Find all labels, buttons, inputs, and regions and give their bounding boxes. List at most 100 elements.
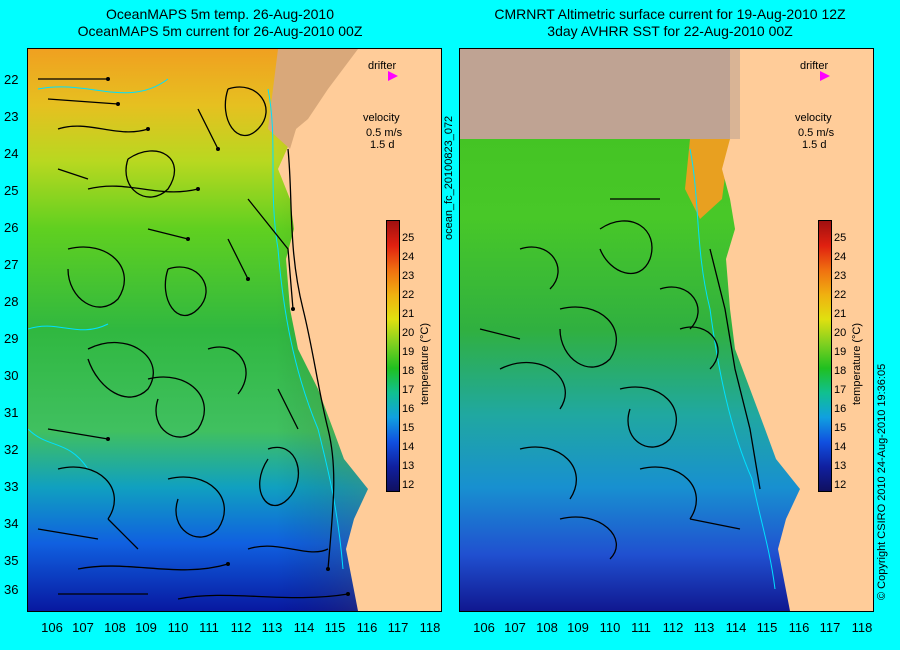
cb-tick: 25 [834, 232, 847, 244]
colorbar-left [386, 220, 400, 492]
land-mass [722, 49, 873, 611]
land-mass [278, 49, 441, 611]
drifter-marker [820, 71, 830, 81]
lon-label: 113 [261, 620, 283, 635]
cb-tick: 16 [402, 403, 415, 415]
cb-tick: 20 [402, 327, 415, 339]
lat-label: 31 [4, 405, 19, 420]
lat-label: 35 [4, 553, 19, 568]
cb-tick: 22 [834, 289, 847, 301]
cb-tick: 14 [402, 441, 415, 453]
lat-label: 32 [4, 442, 19, 457]
lon-label: 112 [662, 620, 684, 635]
velocity-label: velocity [363, 112, 400, 124]
colorbar-right [818, 220, 832, 492]
bathymetry-contour [689, 148, 776, 590]
right-title-line1: CMRNRT Altimetric surface current for 19… [494, 6, 846, 22]
right-title-line2: 3day AVHRR SST for 22-Aug-2010 00Z [547, 23, 793, 39]
lat-label: 28 [4, 294, 19, 309]
lat-label: 22 [4, 72, 19, 87]
lon-label: 107 [72, 620, 94, 635]
lon-label: 110 [167, 620, 189, 635]
lon-label: 118 [419, 620, 441, 635]
cb-tick: 12 [834, 479, 847, 491]
right-map-svg [460, 49, 873, 611]
cb-tick: 18 [834, 365, 847, 377]
cb-tick: 19 [834, 346, 847, 358]
velocity-duration-right: 1.5 d [802, 139, 827, 151]
land-mass-north [460, 49, 740, 139]
lon-label: 115 [324, 620, 346, 635]
bathymetry-contour-2 [28, 78, 169, 470]
drifter-marker [388, 71, 398, 81]
cb-tick: 15 [402, 422, 415, 434]
right-map-panel[interactable] [459, 48, 874, 612]
left-title: OceanMAPS 5m temp. 26-Aug-2010 OceanMAPS… [60, 6, 380, 40]
lat-label: 36 [4, 582, 19, 597]
lon-label: 113 [693, 620, 715, 635]
cb-tick: 22 [402, 289, 415, 301]
lat-label: 25 [4, 183, 19, 198]
lon-label: 116 [788, 620, 810, 635]
lon-label: 111 [199, 620, 219, 635]
cb-tick: 17 [834, 384, 847, 396]
left-title-line2: OceanMAPS 5m current for 26-Aug-2010 00Z [77, 23, 363, 39]
lon-label: 117 [387, 620, 409, 635]
left-title-line1: OceanMAPS 5m temp. 26-Aug-2010 [105, 6, 334, 22]
lon-label: 111 [631, 620, 651, 635]
lat-label: 30 [4, 368, 19, 383]
run-id-label: ocean_fc_20100823_072 [443, 115, 455, 240]
bathymetry-contour [267, 88, 344, 570]
left-map-svg [28, 49, 441, 611]
lon-label: 109 [135, 620, 157, 635]
lon-label: 114 [725, 620, 747, 635]
current-vectors [37, 78, 349, 600]
colorbar-title-left: temperature (°C) [419, 322, 431, 405]
velocity-label-right: velocity [795, 112, 832, 124]
lat-label: 34 [4, 516, 19, 531]
lon-label: 116 [356, 620, 378, 635]
land-mass-north [268, 49, 358, 149]
lon-label: 114 [293, 620, 315, 635]
velocity-duration: 1.5 d [370, 139, 395, 151]
cb-tick: 13 [834, 460, 847, 472]
lat-label: 29 [4, 331, 19, 346]
drifter-label-right: drifter [800, 60, 829, 72]
velocity-scale: 0.5 m/s [366, 127, 403, 139]
cb-tick: 18 [402, 365, 415, 377]
lon-label: 106 [41, 620, 63, 635]
left-map-panel[interactable] [27, 48, 442, 612]
lon-label: 118 [851, 620, 873, 635]
cb-tick: 15 [834, 422, 847, 434]
drifter-label: drifter [368, 60, 397, 72]
lat-label: 24 [4, 146, 19, 161]
lon-label: 106 [473, 620, 495, 635]
lat-label: 27 [4, 257, 19, 272]
copyright-label: © Copyright CSIRO 2010 24-Aug-2010 19:36… [876, 363, 888, 600]
lat-label: 33 [4, 479, 19, 494]
lat-label: 26 [4, 220, 19, 235]
cb-tick: 17 [402, 384, 415, 396]
colorbar-title-right: temperature (°C) [851, 322, 863, 405]
lon-label: 110 [599, 620, 621, 635]
lon-label: 117 [819, 620, 841, 635]
cb-tick: 14 [834, 441, 847, 453]
cb-tick: 12 [402, 479, 415, 491]
lat-label: 23 [4, 109, 19, 124]
cb-tick: 20 [834, 327, 847, 339]
cb-tick: 24 [834, 251, 847, 263]
right-title: CMRNRT Altimetric surface current for 19… [470, 6, 870, 40]
cb-tick: 13 [402, 460, 415, 472]
cb-tick: 19 [402, 346, 415, 358]
velocity-scale-right: 0.5 m/s [798, 127, 835, 139]
lon-label: 109 [567, 620, 589, 635]
cb-tick: 21 [402, 308, 415, 320]
current-vectors [479, 198, 761, 560]
lon-label: 108 [104, 620, 126, 635]
cb-tick: 23 [402, 270, 415, 282]
vector-heads [106, 77, 350, 596]
lon-label: 112 [230, 620, 252, 635]
cb-tick: 24 [402, 251, 415, 263]
cb-tick: 16 [834, 403, 847, 415]
cb-tick: 21 [834, 308, 847, 320]
